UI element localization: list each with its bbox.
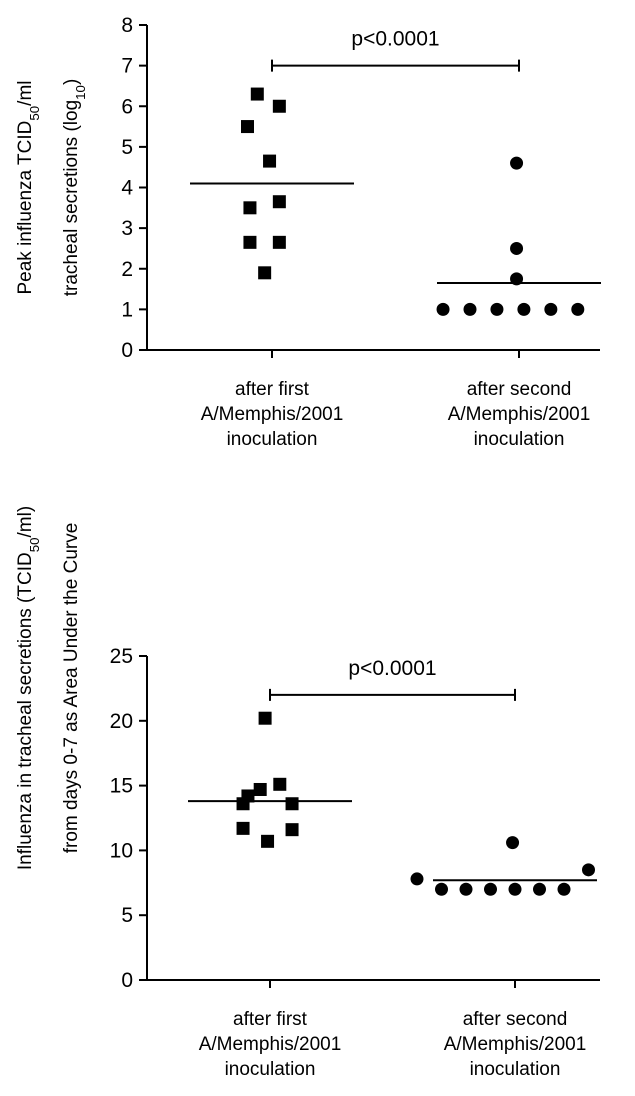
data-point-circle [557,882,571,896]
y-tick-label: 15 [110,775,133,798]
y-axis-label-line-2: from days 0-7 as Area Under the Curve [61,523,82,854]
y-tick-label: 8 [121,14,133,37]
p-value-annotation: p<0.0001 [351,28,439,51]
data-point-circle [459,882,473,896]
category-label-1-line-1: after first [233,1009,308,1030]
data-point-circle [484,882,497,896]
category-label-2-line-1: after second [463,1009,568,1030]
data-point-square [263,154,277,168]
category-label-1-line-2: A/Memphis/2001 [199,1034,342,1055]
category-label-1-line-3: inoculation [225,1059,316,1080]
category-label-2-line-2: A/Memphis/2001 [448,404,591,425]
data-point-square [253,782,267,796]
data-point-square [250,87,264,101]
data-point-square [272,99,286,113]
y-axis-label-line-1: Influenza in tracheal secretions (TCID50… [15,506,42,870]
y-tick-label: 25 [110,645,133,668]
data-point-square [285,797,299,811]
category-label-1-line-1: after first [235,379,310,400]
data-point-circle [436,302,450,316]
category-label-2-line-3: inoculation [470,1059,561,1080]
data-point-circle [510,241,524,255]
data-point-circle [582,863,595,877]
y-axis-label-line-1: Peak influenza TCID50/ml [15,80,42,294]
y-tick-label: 7 [121,55,133,78]
y-tick-label: 0 [121,339,133,362]
data-point-circle [506,836,520,850]
y-tick-label: 4 [121,177,133,200]
data-point-circle [435,882,448,896]
category-label-1-line-3: inoculation [227,429,318,450]
data-point-circle [410,872,424,886]
y-tick-label: 6 [121,95,133,118]
data-point-circle [508,882,522,896]
y-tick-label: 10 [110,839,133,862]
y-tick-label: 1 [121,298,133,321]
y-axis-label-line-2: tracheal secretions (log10) [61,79,88,297]
y-tick-label: 3 [121,217,133,240]
y-tick-label: 20 [110,710,133,733]
category-label-2-line-2: A/Memphis/2001 [444,1034,587,1055]
data-point-square [285,823,299,837]
chart-panel-1: 0 1 2 3 4 5 6 7 8 Peak influenza TCID50/ml trachea… [15,14,601,450]
data-point-square [273,777,287,791]
y-tick-label: 2 [121,258,133,281]
p-value-annotation: p<0.0001 [348,657,436,680]
data-point-square [261,834,275,848]
data-point-square [243,201,257,215]
data-point-square [258,266,272,280]
data-point-square [272,235,286,249]
y-tick-label: 5 [121,904,133,927]
data-point-square [243,235,257,249]
data-point-circle [463,302,477,316]
data-point-square [241,120,254,134]
data-point-circle [533,882,546,896]
y-tick-label: 5 [121,136,133,159]
category-label-2-line-3: inoculation [474,429,565,450]
y-tick-label: 0 [121,969,133,992]
data-point-square [236,797,250,811]
category-label-1-line-2: A/Memphis/2001 [201,404,344,425]
chart-panel-2: 0 5 10 15 20 25 Influenza in tracheal secretio… [15,506,600,1080]
data-point-circle [571,302,585,316]
data-point-circle [490,302,504,316]
data-point-circle [544,302,558,316]
data-point-square [258,711,272,725]
data-point-circle [517,302,531,316]
data-point-square [236,821,250,835]
data-point-circle [510,156,524,170]
data-point-square [272,195,286,209]
category-label-2-line-1: after second [467,379,572,400]
